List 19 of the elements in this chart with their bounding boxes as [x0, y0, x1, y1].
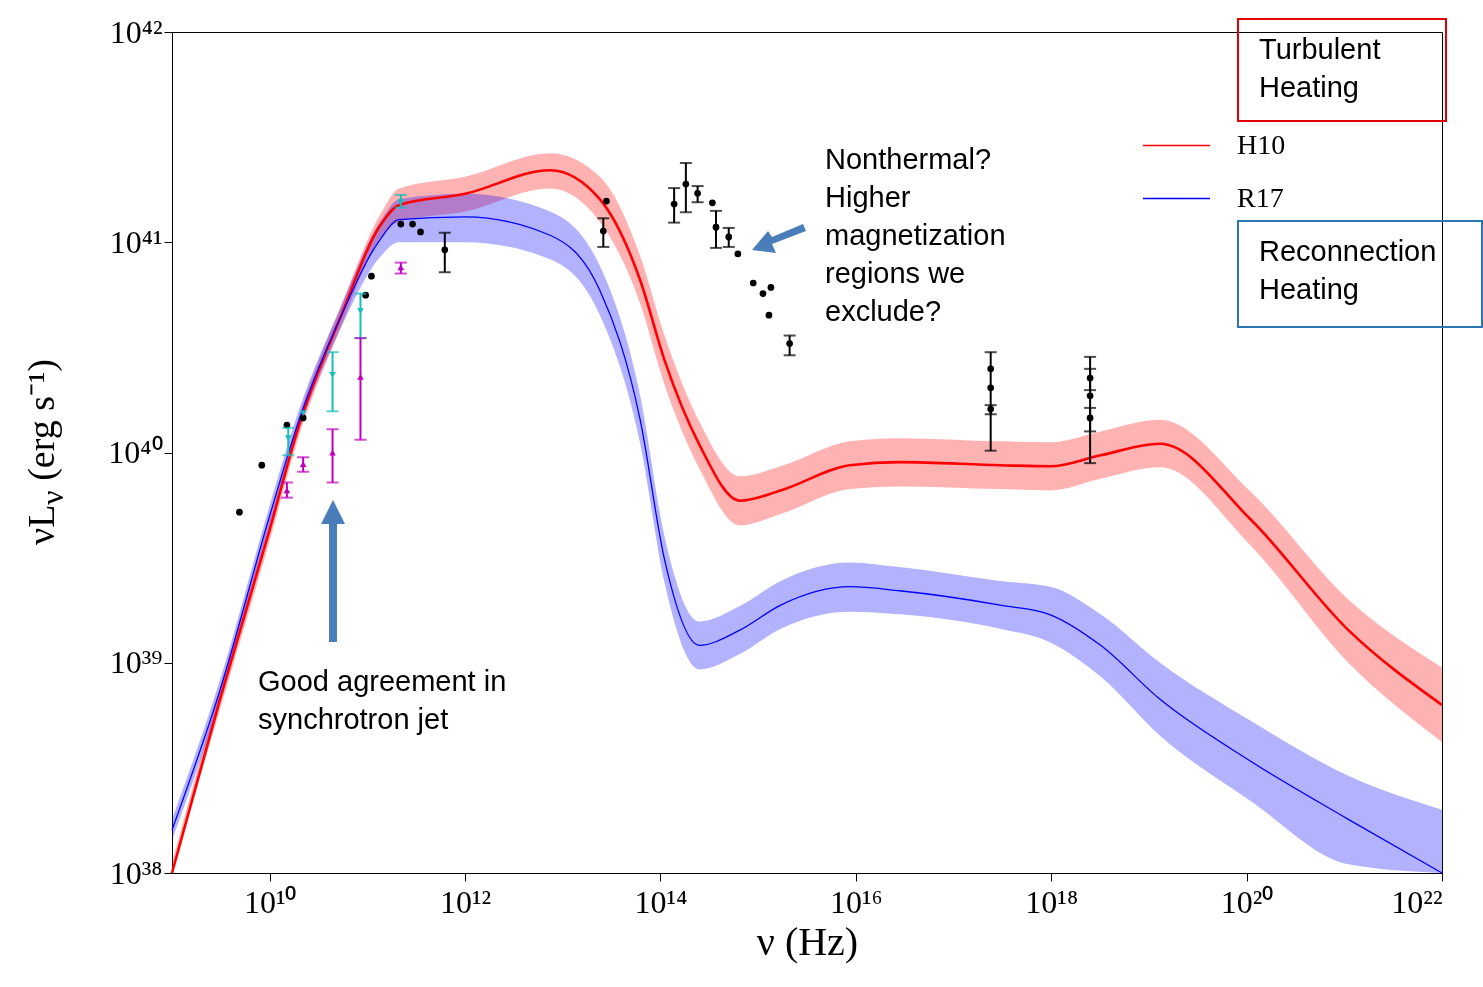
x-tick-label: 10¹⁴	[634, 883, 688, 920]
x-axis-title: ν (Hz)	[756, 918, 859, 964]
annotation: Nonthermal? Higher magnetization regions we exclude?	[825, 142, 1007, 329]
legend-label: H10	[1237, 128, 1286, 160]
x-tick-label: 10¹⁶	[829, 883, 883, 920]
y-tick-label: 10³⁹	[109, 644, 163, 681]
annotation: Good agreement in synchrotron jet	[258, 664, 508, 737]
annotation: Reconnection Heating	[1237, 220, 1483, 328]
y-tick-label: 10³⁸	[109, 854, 163, 891]
x-tick-label: 10²²	[1391, 883, 1443, 920]
x-tick-label: 10¹⁸	[1025, 883, 1079, 920]
y-tick-label: 10⁴¹	[109, 223, 163, 260]
x-tick-label: 10¹²	[439, 883, 492, 920]
annotation: Turbulent Heating	[1237, 18, 1447, 122]
x-tick-label: 10¹⁰	[243, 883, 297, 920]
x-tick-label: 10²⁰	[1220, 883, 1274, 920]
y-tick-label: 10⁴²	[109, 13, 163, 50]
y-tick-label: 10⁴⁰	[108, 434, 163, 470]
legend-label: R17	[1237, 181, 1284, 213]
